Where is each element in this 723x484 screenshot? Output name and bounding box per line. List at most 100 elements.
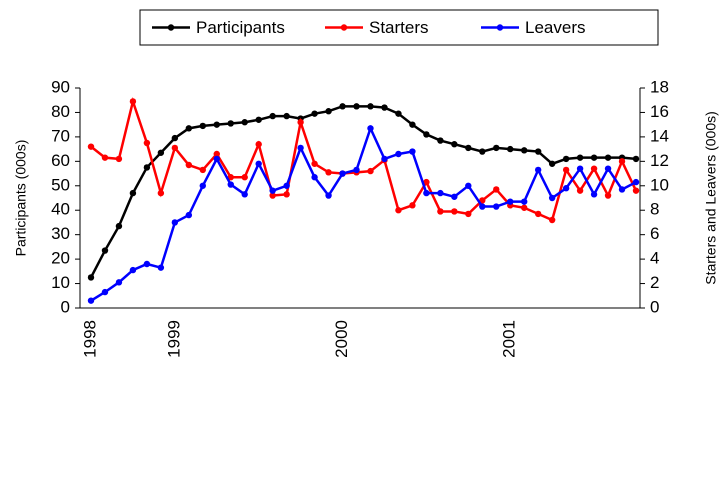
legend-label: Starters [369,18,429,37]
data-point [493,144,500,152]
data-point [297,119,304,126]
y-tick-label: 90 [51,77,70,96]
data-point [590,165,598,172]
data-point [423,178,430,186]
data-point [367,103,374,110]
data-point [283,191,290,198]
y2-tick-label: 2 [650,273,659,292]
data-point [548,160,556,167]
data-point [576,154,584,161]
data-point [199,122,206,130]
data-point [576,165,584,172]
data-point [562,185,570,192]
data-point [157,149,165,156]
data-point [576,187,584,194]
data-point [339,103,346,110]
data-point [437,137,444,144]
data-point [367,125,374,132]
data-point [618,158,626,165]
x-tick-label: 1999 [164,320,183,358]
data-point [115,279,123,286]
data-point [185,161,193,169]
data-point [129,266,137,274]
data-point [143,260,151,268]
data-point [269,112,276,120]
data-point [534,210,542,218]
data-point [534,148,542,155]
data-point [632,178,640,186]
data-point [632,187,640,194]
data-point [171,219,179,226]
data-point [381,104,388,111]
data-point [241,174,248,181]
y2-tick-label: 10 [650,175,669,194]
data-point [339,170,346,177]
legend-label: Leavers [525,18,585,37]
data-point [367,167,374,175]
series-line [90,96,638,222]
data-point [507,145,514,153]
data-point [479,148,486,155]
data-point [423,131,430,138]
data-point [507,198,514,205]
y2-tick-label: 12 [650,151,669,170]
data-point [283,112,290,120]
data-point [115,222,123,230]
data-point [479,203,486,210]
y2-tick-label: 14 [650,126,669,145]
data-point [255,141,262,148]
data-point [437,208,444,215]
data-point [548,216,556,224]
x-tick-label: 2001 [500,320,519,358]
data-point [269,192,276,199]
data-point [395,110,402,117]
data-point [632,155,640,163]
x-tick-label: 1998 [80,320,99,358]
data-point [590,154,598,161]
y-tick-label: 20 [51,249,70,268]
data-point [171,144,179,152]
data-point [101,247,109,254]
data-point [325,108,332,115]
data-point [157,264,165,271]
data-point [213,155,220,163]
data-point [409,202,416,209]
y-tick-label: 0 [61,297,70,316]
y-tick-label: 10 [51,273,70,292]
data-point [562,155,570,163]
data-point [437,189,444,197]
data-point [241,191,248,198]
data-point [353,103,360,110]
y-tick-label: 60 [51,151,70,170]
data-point [409,121,416,128]
data-point [562,166,570,174]
data-point [353,166,360,174]
data-point [548,194,556,202]
data-point [325,192,332,199]
data-point [395,150,402,158]
data-point [451,141,458,148]
data-point [101,154,109,161]
legend-marker [340,24,348,31]
y-tick-label: 40 [51,200,70,219]
data-point [129,98,137,105]
y2-tick-label: 8 [650,200,659,219]
data-point [255,116,262,123]
data-point [227,120,234,127]
data-point [395,207,402,214]
data-point [129,189,137,197]
data-point [381,155,388,163]
x-tick-label: 2000 [332,320,351,358]
data-point [297,144,304,152]
data-point [283,182,290,189]
data-point [311,110,318,117]
data-point [87,274,95,281]
y2-tick-label: 4 [650,249,659,268]
data-point [311,160,318,167]
data-point [409,148,416,155]
data-point [143,139,151,147]
data-point [87,143,95,150]
y-tick-label: 50 [51,175,70,194]
data-point [590,191,598,198]
